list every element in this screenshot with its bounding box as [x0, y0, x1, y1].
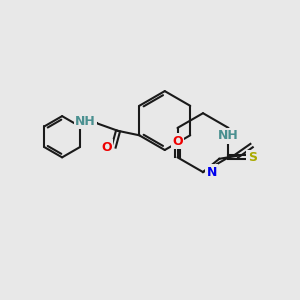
Text: S: S	[248, 151, 256, 164]
Text: O: O	[172, 135, 183, 148]
Text: NH: NH	[75, 115, 96, 128]
Text: NH: NH	[218, 129, 239, 142]
Text: N: N	[206, 166, 217, 178]
Text: O: O	[101, 141, 112, 154]
